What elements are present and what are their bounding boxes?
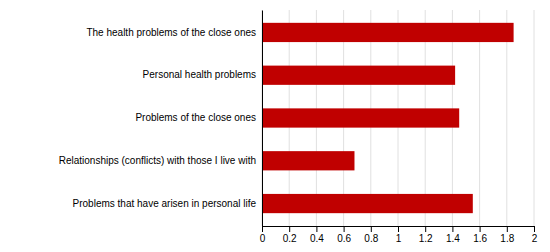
bar <box>262 23 514 42</box>
x-tick-mark <box>507 226 508 232</box>
y-tick-label: Personal health problems <box>143 69 256 80</box>
x-tick: 1 <box>396 226 402 244</box>
x-tick-label: 1.2 <box>419 233 433 244</box>
x-tick-mark <box>289 226 290 232</box>
bar <box>262 66 455 85</box>
x-tick-mark <box>398 226 399 232</box>
x-tick-mark <box>344 226 345 232</box>
x-tick-mark <box>262 226 263 232</box>
y-tick: Problems that have arisen in personal li… <box>73 198 262 209</box>
x-tick: 0.4 <box>310 226 324 244</box>
x-tick: 0.8 <box>364 226 378 244</box>
bar <box>262 108 459 127</box>
x-tick-mark <box>371 226 372 232</box>
x-tick: 1.8 <box>500 226 514 244</box>
x-tick: 1.2 <box>419 226 433 244</box>
x-tick: 0.6 <box>337 226 351 244</box>
x-tick-label: 1 <box>396 233 402 244</box>
y-tick: Problems of the close ones <box>135 112 262 123</box>
chart: 0 0.2 0.4 0.6 0.8 1 1.2 1.4 1.6 1.8 2 Problems that… <box>0 0 550 252</box>
x-tick-mark <box>316 226 317 232</box>
grid-line <box>479 10 480 226</box>
y-tick-label: Problems of the close ones <box>135 112 256 123</box>
x-tick: 2 <box>532 226 538 244</box>
x-tick-label: 0 <box>260 233 266 244</box>
grid-line <box>506 10 507 226</box>
x-tick: 0.2 <box>283 226 297 244</box>
x-tick-label: 1.8 <box>500 233 514 244</box>
x-axis: 0 0.2 0.4 0.6 0.8 1 1.2 1.4 1.6 1.8 2 <box>260 226 538 244</box>
x-axis-line <box>263 227 535 233</box>
x-tick-mark <box>452 226 453 232</box>
grid <box>262 10 534 226</box>
x-tick: 1.6 <box>473 226 487 244</box>
y-tick-label: The health problems of the close ones <box>86 27 256 38</box>
x-tick: 1.4 <box>446 226 460 244</box>
grid-line <box>534 10 535 226</box>
bar <box>262 194 473 213</box>
x-tick-mark <box>425 226 426 232</box>
x-tick-mark <box>480 226 481 232</box>
bar <box>262 151 354 170</box>
x-tick-label: 2 <box>532 233 538 244</box>
x-tick-label: 0.2 <box>283 233 297 244</box>
x-tick-label: 0.6 <box>337 233 351 244</box>
y-tick: Personal health problems <box>143 69 262 80</box>
x-tick-label: 0.4 <box>310 233 324 244</box>
y-tick: The health problems of the close ones <box>86 27 262 38</box>
plot: 0 0.2 0.4 0.6 0.8 1 1.2 1.4 1.6 1.8 2 Problems that… <box>59 10 538 244</box>
x-tick-label: 1.4 <box>446 233 460 244</box>
x-tick-label: 0.8 <box>364 233 378 244</box>
y-axis: Problems that have arisen in personal li… <box>59 11 263 227</box>
grid-line <box>262 10 263 226</box>
y-tick-label: Problems that have arisen in personal li… <box>73 198 257 209</box>
x-tick: 0 <box>260 226 266 244</box>
bars <box>262 23 514 213</box>
x-tick-label: 1.6 <box>473 233 487 244</box>
y-tick-label: Relationships (conflicts) with those I l… <box>59 155 256 166</box>
x-tick-mark <box>534 226 535 232</box>
y-tick: Relationships (conflicts) with those I l… <box>59 155 262 166</box>
y-axis-line <box>262 11 263 227</box>
